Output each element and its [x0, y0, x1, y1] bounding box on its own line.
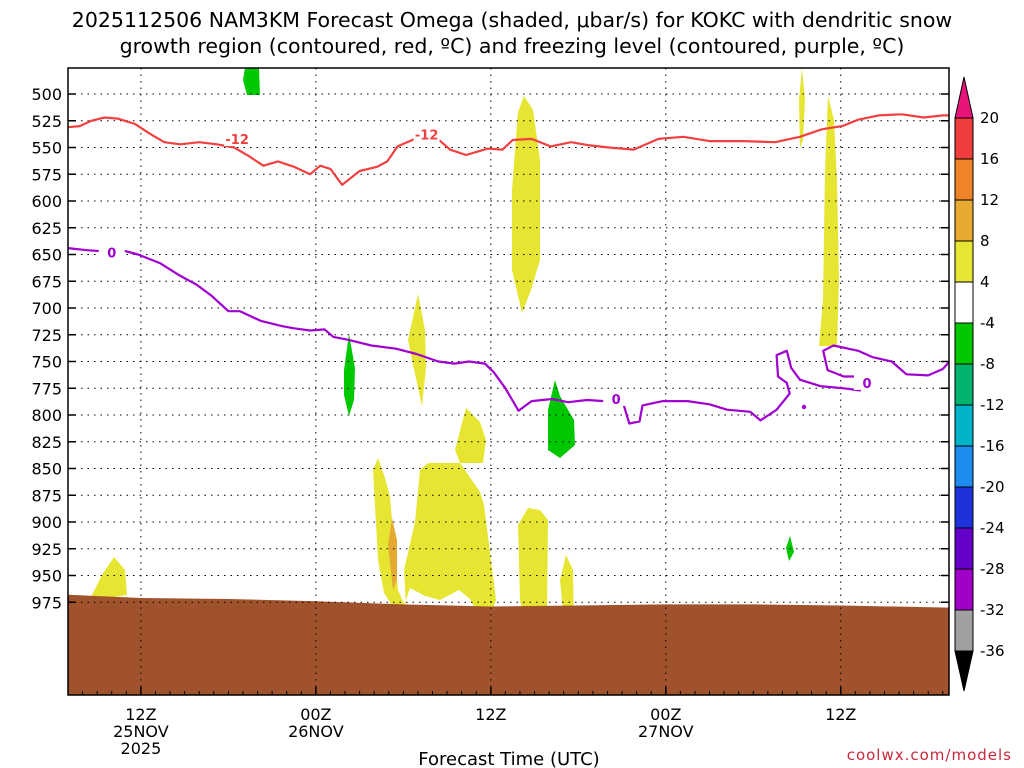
x-tick-label: 00Z — [650, 705, 681, 724]
y-axis: 500 525 550 575 600 625 650 675 700 725 750 775 800 8… — [31, 85, 949, 612]
colorbar: 20 16 12 8 4 -4 -8 -12 -16 -20 -24 -28 -32 -36 — [954, 76, 1005, 692]
colorbar-swatch — [954, 650, 974, 692]
colorbar-swatch — [954, 322, 974, 365]
colorbar-label: -12 — [980, 396, 1005, 414]
colorbar-swatch — [954, 76, 974, 119]
colorbar-label: -8 — [980, 355, 995, 373]
contour-label-bg — [413, 126, 440, 142]
colorbar-swatch — [954, 117, 974, 160]
y-tick-label: 625 — [31, 219, 62, 238]
colorbar-swatch — [954, 568, 974, 611]
colorbar-label: -36 — [980, 642, 1005, 660]
contour-lines: -12 -12 0 0 0 — [68, 113, 949, 425]
colorbar-swatch — [954, 363, 974, 406]
x-tick-label: 25NOV — [113, 722, 169, 741]
colorbar-label: 4 — [980, 273, 990, 291]
colorbar-swatch — [954, 404, 974, 447]
y-tick-label: 575 — [31, 165, 62, 184]
credit-label[interactable]: coolwx.com/models — [847, 746, 1012, 764]
colorbar-swatch — [954, 486, 974, 529]
x-tick-label: 00Z — [300, 705, 331, 724]
colorbar-label: 16 — [980, 150, 999, 168]
y-tick-label: 825 — [31, 433, 62, 452]
contour-label: 0 — [107, 246, 116, 261]
x-tick-label: 2025 — [121, 739, 162, 758]
omega-area-0-5 — [512, 96, 540, 313]
contour-label-bg — [98, 244, 125, 260]
y-tick-label: 600 — [31, 192, 62, 211]
omega-area-2-1 — [344, 334, 355, 416]
omega-area-0-7 — [799, 68, 805, 148]
x-tick-label: 27NOV — [638, 722, 694, 741]
y-tick-label: 875 — [31, 486, 62, 505]
colorbar-swatch — [954, 445, 974, 488]
contour-label: 0 — [612, 393, 621, 408]
omega-area-0-8 — [819, 96, 839, 346]
chart-title-line-1: 2025112506 NAM3KM Forecast Omega (shaded… — [72, 8, 952, 32]
omega-area-0-1 — [408, 294, 426, 406]
y-tick-label: 500 — [31, 85, 62, 104]
colorbar-label: -32 — [980, 601, 1005, 619]
terrain-fill — [68, 594, 949, 695]
colorbar-swatch — [954, 158, 974, 201]
colorbar-label: -28 — [980, 560, 1005, 578]
y-tick-label: 750 — [31, 353, 62, 372]
terrain-area — [68, 594, 949, 695]
colorbar-label: 8 — [980, 232, 990, 250]
y-tick-label: 950 — [31, 567, 62, 586]
y-tick-label: 925 — [31, 540, 62, 559]
x-tick-label: 26NOV — [288, 722, 344, 741]
plot-frame — [67, 67, 950, 696]
omega-area-0-2 — [373, 458, 496, 628]
x-axis-label: Forecast Time (UTC) — [418, 749, 599, 768]
colorbar-label: -4 — [980, 314, 995, 332]
freezing-level-dot — [801, 404, 807, 410]
omega-area-0-3 — [455, 408, 486, 463]
y-tick-label: 900 — [31, 513, 62, 532]
colorbar-label: -20 — [980, 478, 1005, 496]
contour-label: 0 — [862, 377, 871, 392]
y-tick-label: 650 — [31, 246, 62, 265]
contour-label-bg — [224, 130, 251, 146]
gridlines — [68, 68, 949, 695]
y-tick-label: 775 — [31, 379, 62, 398]
omega-area-2-0 — [243, 68, 260, 95]
y-tick-label: 800 — [31, 406, 62, 425]
contour-label: -12 — [415, 129, 439, 144]
contour-label: -12 — [225, 133, 249, 148]
x-tick-label: 12Z — [125, 705, 156, 724]
contour-label-bg — [853, 374, 880, 390]
y-tick-label: 525 — [31, 112, 62, 131]
y-tick-label: 975 — [31, 593, 62, 612]
contour-label-bg — [603, 390, 630, 406]
colorbar-swatch — [954, 609, 974, 652]
colorbar-swatch — [954, 199, 974, 242]
colorbar-label: -16 — [980, 437, 1005, 455]
y-tick-label: 850 — [31, 460, 62, 479]
x-tick-label: 12Z — [825, 705, 856, 724]
y-tick-label: 550 — [31, 139, 62, 158]
colorbar-swatch — [954, 281, 974, 324]
y-tick-label: 725 — [31, 326, 62, 345]
x-tick-label: 12Z — [475, 705, 506, 724]
colorbar-label: 12 — [980, 191, 999, 209]
y-tick-label: 675 — [31, 272, 62, 291]
colorbar-swatch — [954, 527, 974, 570]
plot-area: -12 -12 0 0 0 — [67, 67, 950, 696]
colorbar-label: 20 — [980, 109, 999, 127]
colorbar-swatch — [954, 240, 974, 283]
y-tick-label: 700 — [31, 299, 62, 318]
omega-area-1-0 — [388, 518, 397, 590]
chart-title-line-2: growth region (contoured, red, ºC) and f… — [120, 34, 905, 58]
colorbar-label: -24 — [980, 519, 1005, 537]
